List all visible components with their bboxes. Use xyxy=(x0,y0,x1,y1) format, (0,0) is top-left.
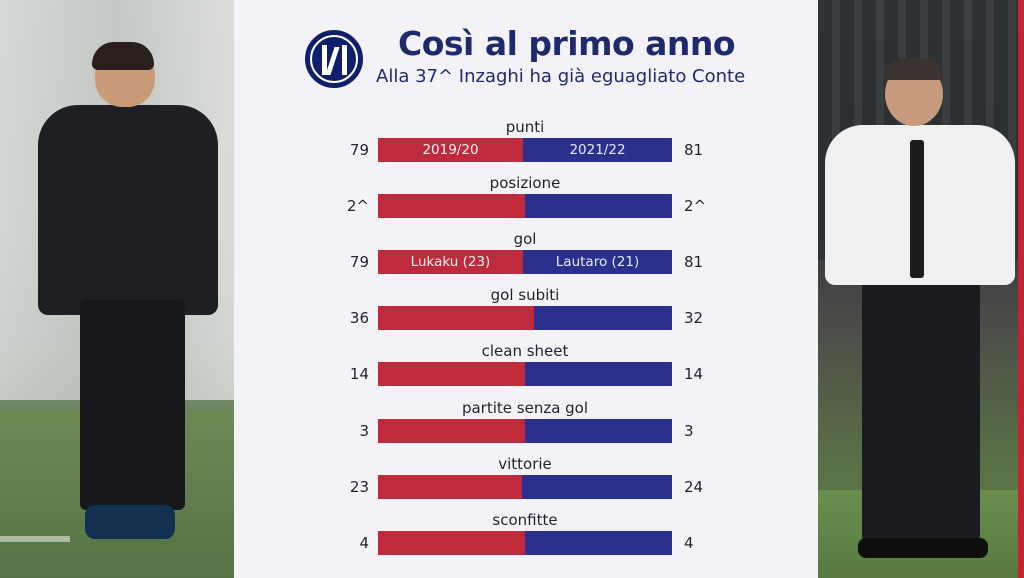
bar-segment-inzaghi xyxy=(525,362,672,386)
stat-label: posizione xyxy=(489,174,561,192)
red-edge xyxy=(1018,0,1024,578)
stat-value-inzaghi: 24 xyxy=(684,478,704,496)
stat-label: clean sheet xyxy=(481,342,569,360)
stat-value-inzaghi: 32 xyxy=(684,309,704,327)
stat-value-inzaghi: 14 xyxy=(684,365,704,383)
stat-value-inzaghi: 81 xyxy=(684,253,704,271)
stat-value-conte: 3 xyxy=(359,422,369,440)
stat-label: partite senza gol xyxy=(461,399,589,417)
bar-segment-conte xyxy=(378,419,525,443)
bar-segment-inzaghi xyxy=(525,531,672,555)
comparison-bar xyxy=(378,306,672,330)
stat-value-conte: 14 xyxy=(349,365,369,383)
stat-label: sconfitte xyxy=(492,511,558,529)
stat-value-inzaghi: 3 xyxy=(684,422,694,440)
bar-segment-conte xyxy=(378,475,522,499)
bar-segment-conte xyxy=(378,194,525,218)
stat-value-inzaghi: 2^ xyxy=(684,197,707,215)
stat-value-inzaghi: 4 xyxy=(684,534,694,552)
bar-segment-conte xyxy=(378,306,534,330)
stat-value-conte: 79 xyxy=(349,253,369,271)
inzaghi-shoes xyxy=(858,538,988,558)
comparison-bar xyxy=(378,419,672,443)
inzaghi-tie xyxy=(910,140,924,278)
comparison-bar xyxy=(378,475,672,499)
conte-hair xyxy=(92,42,154,70)
bar-segment-inzaghi: 2021/22 xyxy=(523,138,672,162)
bar-segment-inzaghi xyxy=(525,194,672,218)
stat-value-inzaghi: 81 xyxy=(684,141,704,159)
page-title: Così al primo anno xyxy=(398,24,736,63)
bar-segment-inzaghi xyxy=(522,475,672,499)
bar-segment-conte xyxy=(378,362,525,386)
bar-segment-conte: 2019/20 xyxy=(378,138,523,162)
stat-label: gol subiti xyxy=(490,286,560,304)
conte-shoes xyxy=(85,505,175,539)
stat-value-conte: 79 xyxy=(349,141,369,159)
pitch-line xyxy=(0,536,70,542)
bar-segment-conte: Lukaku (23) xyxy=(378,250,523,274)
stat-value-conte: 4 xyxy=(359,534,369,552)
comparison-bar xyxy=(378,194,672,218)
bar-segment-inzaghi xyxy=(534,306,672,330)
bar-segment-inzaghi: Lautaro (21) xyxy=(523,250,672,274)
stat-label: gol xyxy=(513,230,537,248)
comparison-bar xyxy=(378,531,672,555)
stat-value-conte: 2^ xyxy=(346,197,369,215)
stat-value-conte: 36 xyxy=(349,309,369,327)
inzaghi-trousers xyxy=(862,280,980,542)
inter-logo-icon xyxy=(305,30,363,88)
comparison-bar xyxy=(378,362,672,386)
conte-jacket xyxy=(38,105,218,315)
bar-segment-inzaghi xyxy=(525,419,672,443)
comparison-bar: Lukaku (23) Lautaro (21) xyxy=(378,250,672,274)
bar-segment-conte xyxy=(378,531,525,555)
page-subtitle: Alla 37^ Inzaghi ha già eguagliato Conte xyxy=(376,66,746,87)
stat-label: punti xyxy=(505,118,545,136)
stat-label: vittorie xyxy=(498,455,552,473)
inzaghi-hair xyxy=(885,58,943,80)
conte-trousers xyxy=(80,300,185,510)
stat-value-conte: 23 xyxy=(349,478,369,496)
comparison-bar: 2019/20 2021/22 xyxy=(378,138,672,162)
